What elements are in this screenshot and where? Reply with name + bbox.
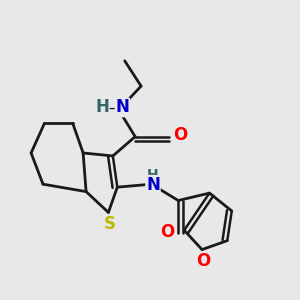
Text: N: N xyxy=(146,176,160,194)
Text: O: O xyxy=(196,252,211,270)
Text: O: O xyxy=(173,126,188,144)
Text: N: N xyxy=(116,98,129,116)
Text: O: O xyxy=(160,223,174,241)
Text: H: H xyxy=(95,98,110,116)
Text: –: – xyxy=(109,98,117,116)
Text: S: S xyxy=(104,215,116,233)
Text: H: H xyxy=(147,168,159,182)
